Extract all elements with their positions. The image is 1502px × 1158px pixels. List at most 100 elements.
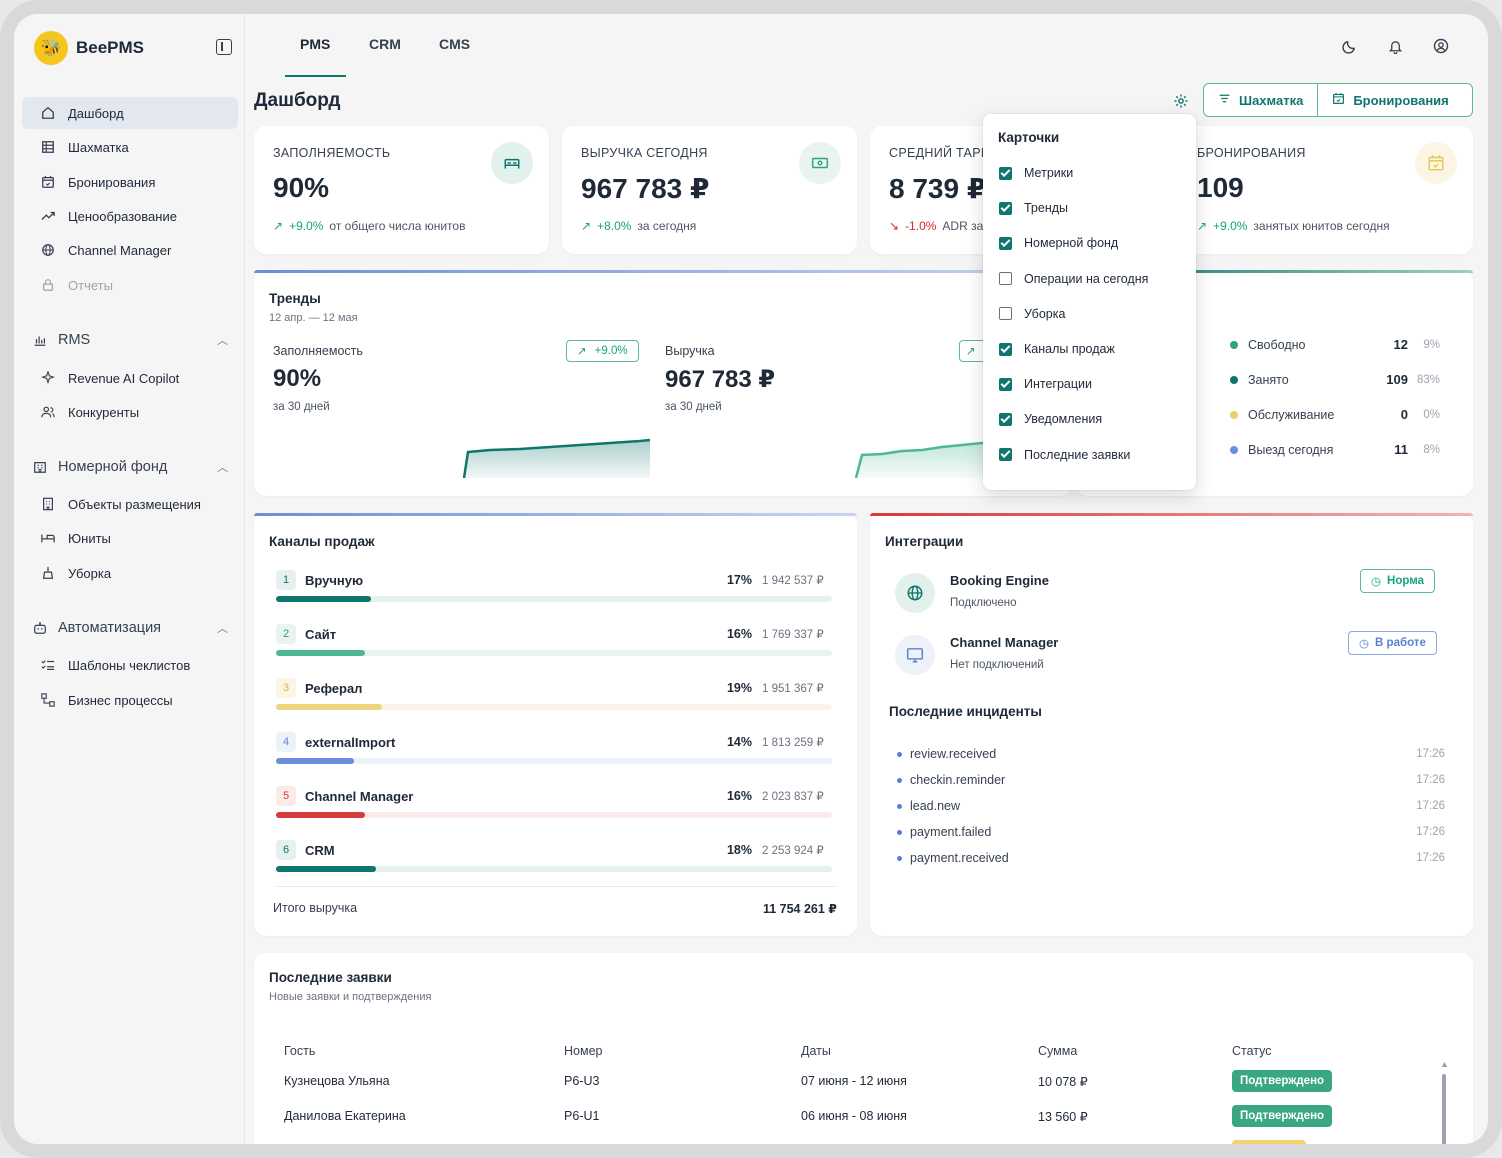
integration-status: Нет подключений — [950, 659, 1044, 671]
channel-name: Сайт — [305, 626, 337, 642]
channel-row[interactable]: 5 Channel Manager 16% 2 023 837 ₽ — [276, 786, 834, 818]
arrow-up-right-icon: ↗ — [1197, 219, 1208, 233]
checkbox[interactable] — [999, 272, 1012, 286]
sales-channels-card: Каналы продаж 1 Вручную 17% 1 942 537 ₽ 2 Сай… — [254, 513, 857, 936]
list-checks-icon — [40, 657, 56, 673]
incident-item[interactable]: lead.new 17:26 — [897, 799, 1445, 813]
menu-checkbox-item[interactable]: Номерной фонд — [999, 236, 1118, 250]
divider — [276, 886, 836, 887]
integration-name: Channel Manager — [950, 635, 1059, 650]
menu-checkbox-item[interactable]: Каналы продаж — [999, 342, 1115, 356]
channel-progress-fill — [276, 812, 365, 818]
card-subtitle: Новые заявки и подтверждения — [269, 991, 432, 1003]
menu-checkbox-item[interactable]: Операции на сегодня — [999, 272, 1148, 286]
chevron-up-icon[interactable]: ︿ — [217, 462, 228, 474]
channel-percent: 16% — [726, 627, 752, 641]
section-automation[interactable]: Автоматизация ︿ — [32, 620, 228, 636]
sidebar-item-label: Шахматка — [68, 139, 129, 155]
sidebar-item-label: Уборка — [68, 565, 112, 581]
checkbox[interactable] — [999, 412, 1012, 426]
column-header-amount[interactable]: Сумма — [1038, 1044, 1078, 1058]
sidebar-item-units[interactable]: Юниты — [22, 522, 238, 554]
globe-icon — [895, 573, 935, 613]
moon-icon[interactable] — [1340, 37, 1358, 55]
tab-cms[interactable]: CMS — [439, 36, 471, 52]
menu-checkbox-item[interactable]: Уведомления — [999, 412, 1102, 426]
sidebar-item-label: Бронирования — [68, 174, 156, 190]
column-header-guest[interactable]: Гость — [284, 1044, 316, 1058]
channel-rank: 3 — [276, 678, 296, 698]
sidebar-item-dashboard[interactable]: Дашборд — [22, 97, 238, 129]
sidebar-item-pricing[interactable]: Ценообразование — [22, 200, 238, 232]
status-badge[interactable]: Ожидание — [1232, 1140, 1307, 1144]
incident-item[interactable]: payment.failed 17:26 — [897, 825, 1445, 839]
chevron-up-icon[interactable]: ︿ — [217, 335, 228, 347]
incident-item[interactable]: payment.received 17:26 — [897, 851, 1445, 865]
section-rooms[interactable]: Номерной фонд ︿ — [32, 459, 228, 475]
incident-item[interactable]: checkin.reminder 17:26 — [897, 773, 1445, 787]
chess-button[interactable]: Шахматка — [1204, 84, 1317, 116]
channel-row[interactable]: 3 Реферал 19% 1 951 367 ₽ — [276, 678, 834, 710]
user-circle-icon[interactable] — [1432, 37, 1450, 55]
channel-row[interactable]: 4 externalImport 14% 1 813 259 ₽ — [276, 732, 834, 764]
checkbox[interactable] — [999, 201, 1012, 215]
checkbox[interactable] — [999, 448, 1012, 462]
sidebar-item-cleaning[interactable]: Уборка — [22, 557, 238, 589]
column-header-dates[interactable]: Даты — [801, 1044, 831, 1058]
delta-value: +8.0% — [597, 219, 632, 233]
badge-label: Норма — [1387, 575, 1425, 587]
channel-row[interactable]: 2 Сайт 16% 1 769 337 ₽ — [276, 624, 834, 656]
sidebar-item-checklists[interactable]: Шаблоны чеклистов — [22, 649, 238, 681]
status-badge[interactable]: Подтверждено — [1232, 1105, 1333, 1127]
sidebar-item-chess[interactable]: Шахматка — [22, 131, 238, 163]
column-header-status[interactable]: Статус — [1232, 1044, 1272, 1058]
chevron-up-icon[interactable]: ︿ — [217, 623, 228, 635]
sidebar-item-properties[interactable]: Объекты размещения — [22, 488, 238, 520]
menu-checkbox-item[interactable]: Тренды — [999, 201, 1068, 215]
legend-dot — [1230, 410, 1238, 419]
channel-row[interactable]: 6 CRM 18% 2 253 924 ₽ — [276, 840, 834, 872]
delta-value: +9.0% — [1213, 219, 1248, 233]
checkbox[interactable] — [999, 236, 1012, 250]
sidebar-item-revenue-copilot[interactable]: Revenue AI Copilot — [22, 362, 238, 394]
logo[interactable]: 🐝 BeePMS — [34, 31, 144, 65]
sidebar-item-label: Channel Manager — [68, 242, 172, 258]
status-badge[interactable]: Подтверждено — [1232, 1070, 1333, 1092]
menu-checkbox-item[interactable]: Метрики — [999, 166, 1073, 180]
checkbox[interactable] — [999, 342, 1012, 356]
sidebar-item-competitors[interactable]: Конкуренты — [22, 396, 238, 428]
tab-pms[interactable]: PMS — [300, 36, 331, 52]
menu-checkbox-item[interactable]: Уборка — [999, 307, 1065, 321]
scroll-up-icon[interactable]: ▲ — [1440, 1059, 1449, 1069]
menu-item-label: Номерной фонд — [1024, 236, 1119, 251]
legend-dot — [1230, 340, 1238, 349]
table-scrollbar[interactable] — [1442, 1074, 1446, 1144]
bookings-button[interactable]: Бронирования — [1317, 84, 1462, 116]
gear-icon[interactable] — [1173, 93, 1189, 109]
bell-icon[interactable] — [1386, 37, 1404, 55]
sidebar-item-business-processes[interactable]: Бизнес процессы — [22, 684, 238, 716]
stat-count: 11 — [1394, 442, 1408, 457]
users-icon — [40, 404, 56, 420]
checkbox[interactable] — [999, 377, 1012, 391]
sidebar-item-channel-manager[interactable]: Channel Manager — [22, 234, 238, 266]
integration-name: Booking Engine — [950, 573, 1049, 588]
total-label: Итого выручка — [273, 901, 358, 915]
incident-item[interactable]: review.received 17:26 — [897, 747, 1445, 761]
sidebar-item-bookings[interactable]: Бронирования — [22, 166, 238, 198]
trends-card: Тренды 12 апр. — 12 мая Заполняемость 90… — [254, 270, 1072, 496]
metric-delta: ↗ +8.0% за сегодня — [581, 219, 696, 233]
collapse-sidebar-icon[interactable] — [216, 39, 232, 55]
active-tab-indicator — [285, 75, 346, 77]
metric-label: Средний тари — [889, 146, 991, 160]
stat-count: 12 — [1393, 337, 1408, 352]
checkbox[interactable] — [999, 307, 1012, 321]
section-rms[interactable]: RMS ︿ — [32, 332, 228, 348]
channel-row[interactable]: 1 Вручную 17% 1 942 537 ₽ — [276, 570, 834, 602]
column-header-room[interactable]: Номер — [564, 1044, 603, 1058]
room-stat-free: Свободно 12 9% — [1230, 337, 1440, 352]
checkbox[interactable] — [999, 166, 1012, 180]
menu-checkbox-item[interactable]: Последние заявки — [999, 448, 1130, 462]
menu-checkbox-item[interactable]: Интеграции — [999, 377, 1092, 391]
tab-crm[interactable]: CRM — [369, 36, 401, 52]
